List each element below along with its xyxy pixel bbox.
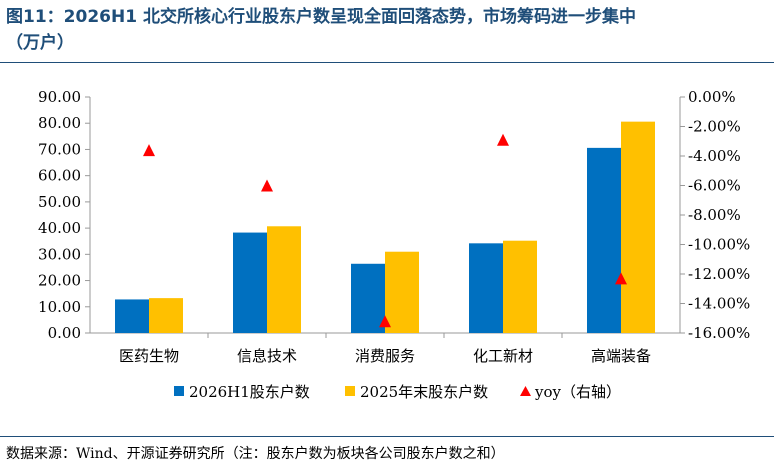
right-tick-label: -6.00% — [688, 177, 741, 195]
right-tick-label: 0.00% — [688, 88, 736, 106]
yoy-marker — [143, 144, 155, 157]
yoy-marker — [261, 179, 273, 192]
left-tick-label: 30.00 — [38, 245, 81, 263]
bar-2025-end — [621, 121, 655, 333]
left-tick-label: 10.00 — [38, 298, 81, 316]
left-tick-label: 50.00 — [38, 193, 81, 211]
legend-item: yoy（右轴） — [520, 383, 621, 401]
yoy-marker — [615, 272, 627, 285]
bar-2026h1 — [115, 299, 149, 333]
right-tick-label: -4.00% — [688, 147, 741, 165]
category-label: 消费服务 — [355, 347, 415, 365]
chart-yoy-markers — [143, 133, 627, 328]
legend-swatch — [520, 386, 531, 396]
source-note: 数据来源：Wind、开源证券研究所（注：股东户数为板块各公司股东户数之和） — [6, 446, 505, 462]
bar-2026h1 — [587, 147, 621, 333]
bar-2025-end — [503, 240, 537, 333]
legend-label: yoy（右轴） — [534, 383, 621, 401]
legend-swatch — [345, 386, 355, 396]
legend-item: 2026H1股东户数 — [174, 383, 310, 401]
left-tick-label: 20.00 — [38, 272, 81, 290]
left-tick-label: 40.00 — [38, 219, 81, 237]
figure-title-line1: 图11：2026H1 北交所核心行业股东户数呈现全面回落态势，市场筹码进一步集中 — [6, 7, 636, 27]
legend-label: 2026H1股东户数 — [189, 383, 310, 401]
bar-2026h1 — [351, 263, 385, 333]
left-tick-label: 70.00 — [38, 140, 81, 158]
bar-2026h1 — [469, 243, 503, 333]
right-tick-label: -12.00% — [688, 265, 750, 283]
chart-axes: 0.00 10.00 20.00 30.00 40.00 50.00 60.00 70.00 8… — [38, 88, 750, 365]
legend-item: 2025年末股东户数 — [345, 383, 488, 401]
yoy-marker — [497, 133, 509, 146]
bar-2026h1 — [233, 232, 267, 333]
bar-2025-end — [267, 226, 301, 333]
right-tick-label: -16.00% — [688, 324, 750, 342]
yoy-marker — [379, 315, 391, 328]
left-tick-label: 80.00 — [38, 114, 81, 132]
figure-title-line2: （万户） — [6, 33, 74, 53]
category-label: 高端装备 — [591, 347, 651, 365]
left-tick-label: 60.00 — [38, 167, 81, 185]
right-tick-label: -8.00% — [688, 206, 741, 224]
right-tick-label: -14.00% — [688, 295, 750, 313]
left-tick-label: 90.00 — [38, 88, 81, 106]
category-label: 化工新材 — [473, 347, 533, 365]
source-divider — [0, 436, 774, 437]
category-label: 医药生物 — [119, 347, 179, 365]
category-label: 信息技术 — [237, 347, 297, 365]
legend-swatch — [174, 386, 184, 396]
chart-bars — [115, 121, 655, 333]
right-tick-label: -2.00% — [688, 118, 741, 136]
legend-label: 2025年末股东户数 — [360, 383, 488, 401]
title-divider — [0, 62, 774, 63]
chart-legend: 2026H1股东户数 2025年末股东户数 yoy（右轴） — [174, 383, 621, 401]
bar-2025-end — [149, 298, 183, 333]
figure-title: 图11：2026H1 北交所核心行业股东户数呈现全面回落态势，市场筹码进一步集中… — [6, 4, 770, 56]
left-tick-label: 0.00 — [48, 324, 81, 342]
right-tick-label: -10.00% — [688, 236, 750, 254]
bar-2025-end — [385, 251, 419, 333]
